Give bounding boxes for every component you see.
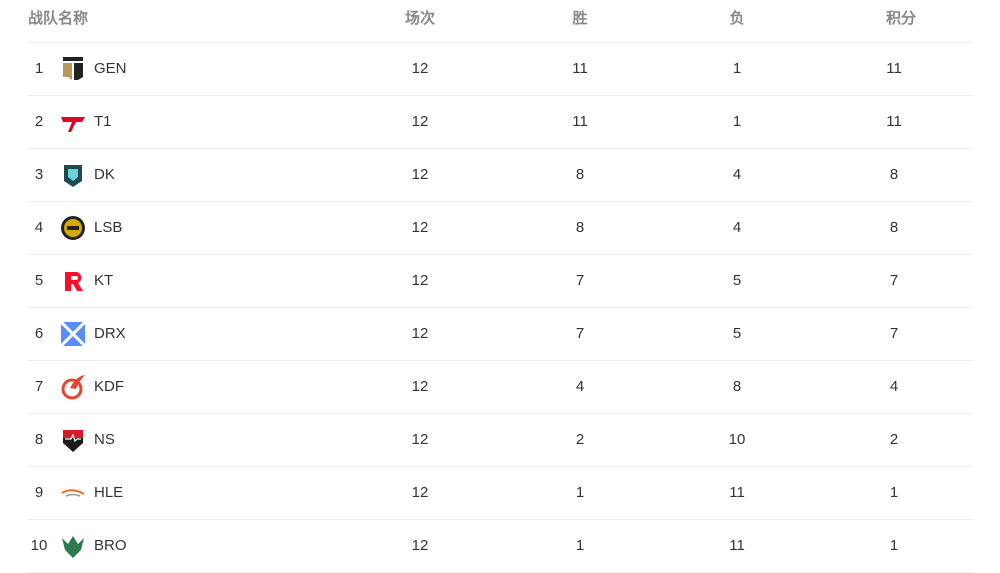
- team-name[interactable]: NS: [94, 431, 115, 448]
- rank: 4: [34, 219, 44, 236]
- kt-logo-icon: [65, 272, 83, 291]
- header-team: 战队名称: [28, 10, 89, 27]
- rank: 5: [34, 272, 44, 289]
- rank: 3: [34, 166, 44, 183]
- points: 7: [889, 272, 899, 289]
- table-row[interactable]: 8 NS 12 2 10 2: [28, 414, 973, 467]
- team-name[interactable]: LSB: [94, 219, 123, 236]
- table-row[interactable]: 2 T1 12 11 1 11: [28, 96, 973, 149]
- header-points: 积分: [885, 10, 917, 27]
- table-row[interactable]: 7 KDF 12 4 8 4: [28, 361, 973, 414]
- standings-table: 战队名称 场次 胜 负 积分 1 GEN 12 11 1 11 2 T1 12 1…: [28, 0, 973, 573]
- played: 12: [411, 378, 429, 395]
- rank: 7: [34, 378, 44, 395]
- header-played: 场次: [404, 10, 436, 27]
- wins: 1: [575, 484, 585, 501]
- t1-logo-icon: [61, 117, 85, 132]
- dk-logo-icon: [64, 165, 82, 187]
- points: 7: [889, 325, 899, 342]
- header-loss: 负: [729, 10, 745, 27]
- table-row[interactable]: 5 KT 12 7 5 7: [28, 255, 973, 308]
- played: 12: [411, 431, 429, 448]
- team-name[interactable]: KDF: [94, 378, 124, 395]
- wins: 7: [575, 272, 585, 289]
- hle-logo-icon: [61, 489, 85, 497]
- ns-logo-icon: [63, 430, 83, 452]
- table-row[interactable]: 4 LSB 12 8 4 8: [28, 202, 973, 255]
- played: 12: [411, 60, 429, 77]
- points: 4: [889, 378, 899, 395]
- rank: 1: [34, 60, 44, 77]
- wins: 8: [575, 219, 585, 236]
- table-row[interactable]: 3 DK 12 8 4 8: [28, 149, 973, 202]
- team-name[interactable]: KT: [94, 272, 114, 289]
- table-row[interactable]: 10 BRO 12 1 11 1: [28, 520, 973, 573]
- rank: 8: [34, 431, 44, 448]
- wins: 1: [575, 537, 585, 554]
- team-name[interactable]: DRX: [94, 325, 126, 342]
- played: 12: [411, 219, 429, 236]
- points: 8: [889, 166, 899, 183]
- losses: 8: [732, 378, 742, 395]
- losses: 11: [729, 537, 745, 554]
- played: 12: [411, 484, 429, 501]
- played: 12: [411, 113, 429, 130]
- table-row[interactable]: 9 HLE 12 1 11 1: [28, 467, 973, 520]
- wins: 7: [575, 325, 585, 342]
- wins: 2: [575, 431, 585, 448]
- kdf-logo-icon: [61, 375, 85, 400]
- losses: 5: [732, 325, 742, 342]
- lsb-logo-icon: [61, 216, 85, 240]
- points: 2: [889, 431, 899, 448]
- wins: 8: [575, 166, 585, 183]
- losses: 11: [729, 484, 745, 501]
- points: 8: [889, 219, 899, 236]
- table-header: 战队名称 场次 胜 负 积分: [28, 0, 973, 43]
- rank: 10: [30, 537, 48, 554]
- bro-logo-icon: [62, 536, 84, 558]
- table-row[interactable]: 1 GEN 12 11 1 11: [28, 43, 973, 96]
- played: 12: [411, 272, 429, 289]
- header-win: 胜: [572, 10, 588, 27]
- table-row[interactable]: 6 DRX 12 7 5 7: [28, 308, 973, 361]
- losses: 1: [732, 60, 742, 77]
- rank: 9: [34, 484, 44, 501]
- wins: 11: [572, 60, 588, 77]
- played: 12: [411, 537, 429, 554]
- losses: 1: [732, 113, 742, 130]
- losses: 10: [728, 431, 746, 448]
- drx-logo-icon: [60, 321, 86, 347]
- rank: 6: [34, 325, 44, 342]
- team-name[interactable]: GEN: [94, 60, 127, 77]
- played: 12: [411, 166, 429, 183]
- played: 12: [411, 325, 429, 342]
- team-name[interactable]: HLE: [94, 484, 124, 501]
- points: 11: [886, 113, 902, 130]
- wins: 4: [575, 378, 585, 395]
- points: 1: [889, 484, 899, 501]
- team-name[interactable]: DK: [94, 166, 115, 183]
- points: 1: [889, 537, 899, 554]
- rank: 2: [34, 113, 44, 130]
- losses: 5: [732, 272, 742, 289]
- losses: 4: [732, 166, 742, 183]
- gen-logo-icon: [63, 57, 83, 80]
- wins: 11: [572, 113, 588, 130]
- points: 11: [886, 60, 902, 77]
- losses: 4: [732, 219, 742, 236]
- team-name[interactable]: T1: [94, 113, 112, 130]
- team-name[interactable]: BRO: [94, 537, 127, 554]
